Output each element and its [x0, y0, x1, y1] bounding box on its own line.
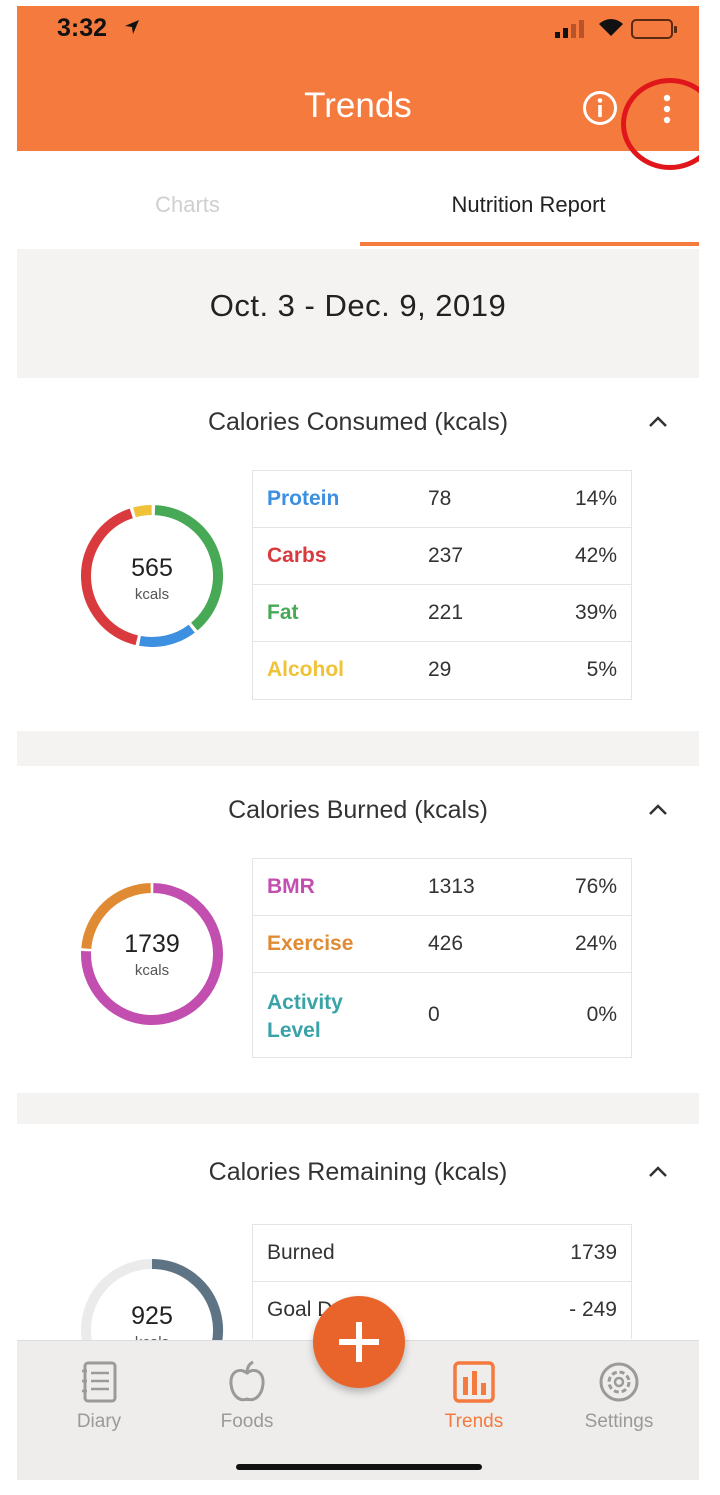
macro-row-protein: Protein 78 14% [253, 471, 631, 528]
chevron-up-icon[interactable] [647, 414, 669, 428]
nav-settings[interactable]: Settings [569, 1359, 669, 1433]
chevron-up-icon[interactable] [647, 1164, 669, 1178]
date-range: Oct. 3 - Dec. 9, 2019 [209, 288, 507, 323]
calories-remaining-total: 925 [131, 1302, 173, 1330]
calories-burned-card: Calories Burned (kcals) 1739 kcals BMR 1… [17, 766, 699, 1093]
donut-segment-fat [154, 505, 223, 631]
home-indicator [236, 1464, 482, 1470]
calories-consumed-unit: kcals [134, 586, 170, 603]
burned-row-activity-level: Activity Level 0 0% [253, 973, 631, 1057]
calories-consumed-title: Calories Consumed (kcals) [207, 408, 509, 436]
nav-label: Trends [444, 1411, 504, 1432]
donut-segment-alcohol [133, 505, 152, 518]
burned-value: 426 [428, 932, 464, 955]
burned-name: Activity Level [267, 991, 343, 1042]
calories-consumed-total: 565 [131, 554, 173, 582]
date-band [17, 249, 699, 375]
macro-value: 221 [428, 601, 464, 624]
burned-name: Exercise [267, 932, 354, 955]
plus-icon [339, 1322, 379, 1362]
location-arrow-icon [125, 20, 139, 34]
app-screen: 3:32 Trends Charts Nutrition Report [17, 6, 699, 1480]
burned-percent: 76% [574, 875, 617, 898]
wifi-icon [599, 19, 623, 36]
calories-burned-donut [81, 883, 223, 1025]
burned-row-bmr: BMR 1313 76% [253, 859, 631, 916]
burned-percent: 24% [574, 932, 617, 955]
bottom-navigation: Diary Foods Trends Settings [17, 1340, 699, 1480]
app-header: 3:32 Trends [17, 6, 699, 151]
donut-segment-exercise [81, 883, 151, 950]
tab-nutrition-report[interactable]: Nutrition Report [451, 192, 606, 217]
active-tab-indicator [360, 242, 699, 246]
donut-segment-protein [139, 624, 195, 647]
calories-consumed-card: Calories Consumed (kcals) 565 kcals Prot… [17, 378, 699, 731]
macro-value: 237 [428, 544, 464, 567]
chevron-up-icon[interactable] [647, 802, 669, 816]
remaining-row-goal-deficit: Goal Deficit - 249 [253, 1282, 631, 1339]
remaining-value: - 249 [569, 1298, 617, 1321]
nav-label: Foods [220, 1411, 274, 1432]
macro-name: Carbs [267, 544, 327, 567]
nav-label: Settings [584, 1411, 654, 1432]
bar-chart-icon [453, 1361, 495, 1403]
burned-table: BMR 1313 76% Exercise 426 24% Activity L… [252, 858, 632, 1058]
calories-consumed-donut [81, 505, 223, 647]
gear-icon [599, 1362, 639, 1402]
calories-burned-total: 1739 [124, 930, 180, 958]
calories-remaining-title: Calories Remaining (kcals) [208, 1158, 508, 1186]
remaining-label: Burned [267, 1241, 335, 1264]
macro-row-alcohol: Alcohol 29 5% [253, 642, 631, 699]
nav-diary[interactable]: Diary [49, 1359, 149, 1433]
donut-segment-carbs [81, 508, 138, 646]
macro-percent: 5% [586, 658, 617, 681]
info-icon[interactable] [582, 90, 618, 126]
macro-row-fat: Fat 221 39% [253, 585, 631, 642]
apple-icon [229, 1360, 265, 1402]
macro-name: Alcohol [267, 658, 344, 681]
remaining-row-burned: Burned 1739 [253, 1225, 631, 1282]
macro-name: Protein [267, 487, 340, 510]
macro-percent: 42% [574, 544, 617, 567]
page-title: Trends [304, 86, 412, 125]
nav-trends[interactable]: Trends [424, 1359, 524, 1433]
macro-value: 78 [428, 487, 452, 510]
macro-name: Fat [267, 601, 299, 624]
burned-name: BMR [267, 875, 315, 898]
status-time: 3:32 [57, 14, 108, 42]
macro-value: 29 [428, 658, 452, 681]
cellular-signal-icon [555, 20, 584, 38]
add-entry-button[interactable] [313, 1296, 405, 1388]
donut-segment-bmr [81, 883, 223, 1025]
tab-bar: Charts Nutrition Report [17, 151, 699, 249]
nav-label: Diary [76, 1411, 122, 1432]
calories-burned-title: Calories Burned (kcals) [228, 796, 488, 824]
burned-value: 0 [428, 1003, 440, 1026]
remaining-value: 1739 [570, 1241, 617, 1264]
macro-percent: 39% [574, 601, 617, 624]
highlight-annotation [621, 78, 699, 170]
burned-value: 1313 [428, 875, 475, 898]
remaining-table: Burned 1739 Goal Deficit - 249 [252, 1224, 632, 1339]
burned-percent: 0% [586, 1003, 617, 1026]
macro-row-carbs: Carbs 237 42% [253, 528, 631, 585]
nav-foods[interactable]: Foods [197, 1359, 297, 1433]
calories-burned-unit: kcals [134, 962, 170, 979]
tab-charts[interactable]: Charts [155, 192, 220, 217]
diary-icon [82, 1361, 117, 1403]
burned-row-exercise: Exercise 426 24% [253, 916, 631, 973]
consumed-macro-table: Protein 78 14% Carbs 237 42% Fat 221 39%… [252, 470, 632, 700]
macro-percent: 14% [574, 487, 617, 510]
battery-icon [631, 19, 677, 39]
